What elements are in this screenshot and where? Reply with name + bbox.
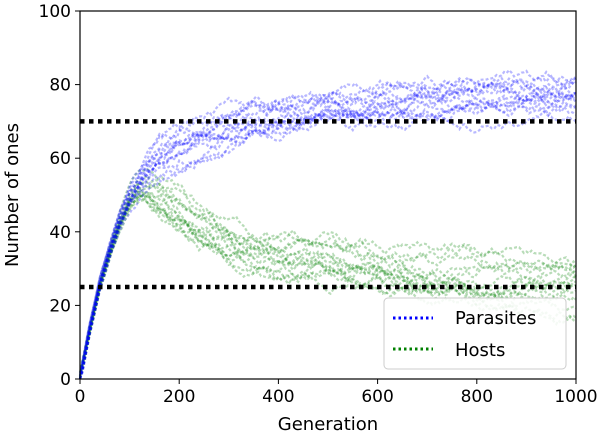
x-axis-label: Generation: [278, 414, 378, 433]
x-tick-label: 0: [75, 387, 86, 407]
series-parasites: [78, 68, 577, 380]
plot-area: [78, 68, 577, 380]
x-tick-label: 600: [361, 387, 393, 407]
series-line-parasites-run-5: [78, 82, 577, 379]
series-line-hosts-run-4: [78, 194, 577, 380]
plot-frame: [79, 10, 577, 380]
y-tick-label: 0: [60, 370, 71, 390]
series-line-parasites-run-7: [78, 92, 577, 380]
series-line-parasites-run-4: [78, 101, 577, 380]
series-line-parasites-run-13: [78, 68, 577, 380]
series-line-hosts-run-5: [78, 189, 577, 378]
series-line-parasites-run-6: [78, 86, 577, 380]
y-tick-label: 100: [39, 2, 71, 22]
series-line-parasites-run-3: [78, 86, 577, 380]
series-line-hosts-run-6: [78, 194, 577, 380]
series-line-hosts-run-0: [78, 198, 577, 378]
y-tick-label: 80: [49, 76, 71, 96]
legend-label-parasites: Parasites: [455, 308, 536, 329]
y-tick-label: 40: [49, 223, 71, 243]
x-tick-label: 1000: [554, 387, 597, 407]
x-tick-label: 400: [262, 387, 294, 407]
series-line-hosts-run-9: [78, 181, 577, 378]
series-line-parasites-run-8: [78, 78, 577, 380]
series-line-hosts-run-12: [78, 167, 577, 373]
series-line-hosts-run-11: [78, 184, 577, 379]
series-line-parasites-run-12: [78, 74, 577, 378]
series-line-hosts-run-13: [78, 174, 577, 380]
y-axis-label: Number of ones: [2, 123, 23, 267]
series-line-hosts-run-10: [78, 180, 577, 376]
legend-label-hosts: Hosts: [455, 340, 505, 361]
series-line-hosts-run-7: [78, 187, 577, 378]
series-line-parasites-run-0: [78, 97, 577, 380]
legend: Parasites Hosts: [383, 297, 567, 370]
x-tick-label: 200: [163, 387, 195, 407]
series-line-parasites-run-10: [78, 79, 577, 377]
series-line-parasites-run-2: [78, 94, 577, 376]
series-line-parasites-run-1: [78, 101, 577, 374]
axis-ticks: 0 200 400 600 800 1000 0 20 40 60 80 100: [39, 2, 598, 407]
series-line-hosts-run-3: [78, 191, 577, 377]
legend-box: [383, 297, 567, 370]
x-tick-label: 800: [461, 387, 493, 407]
series-line-parasites-run-9: [78, 80, 577, 375]
y-tick-label: 20: [49, 296, 71, 316]
y-tick-label: 60: [49, 149, 71, 169]
